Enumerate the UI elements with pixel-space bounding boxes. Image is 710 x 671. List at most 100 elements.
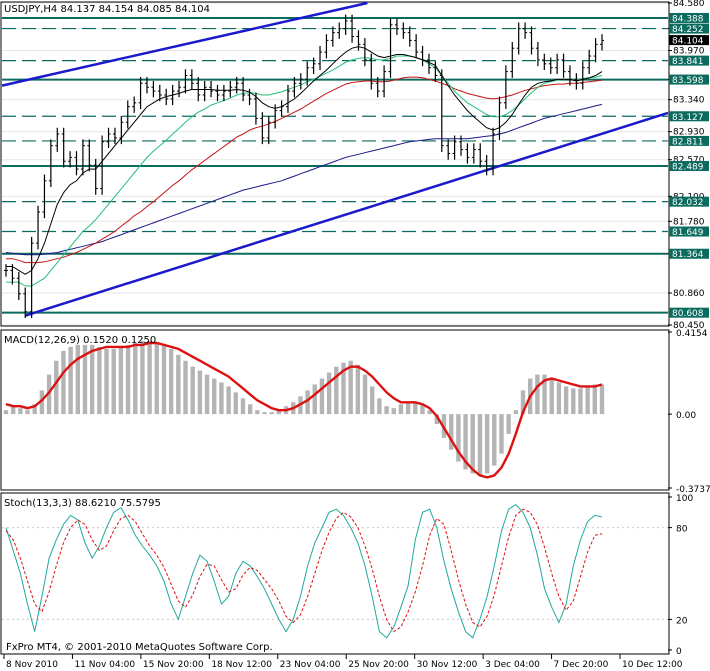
level-label: 81.649 [672, 228, 704, 238]
macd-bar [247, 404, 253, 415]
time-tick-label: 15 Nov 20:00 [143, 660, 204, 670]
price-tick-label: 81.780 [673, 217, 705, 227]
macd-bar [219, 382, 224, 415]
macd-bar [405, 402, 411, 415]
macd-bar [240, 398, 246, 415]
stoch-tick-label: 0 [676, 647, 682, 657]
macd-bar [54, 360, 59, 415]
price-tick-label: 82.570 [673, 156, 705, 166]
macd-bar [312, 384, 317, 415]
macd-bar [571, 388, 576, 415]
ma-red-line [6, 76, 603, 264]
moving-averages [5, 46, 603, 287]
macd-signal-line [5, 341, 603, 479]
price-tick-label: 82.930 [673, 128, 705, 138]
macd-bar [592, 384, 598, 415]
macd-tick-label: 0.4154 [676, 329, 708, 339]
level-label: 83.841 [672, 57, 704, 67]
macd-bar [449, 414, 454, 450]
price-tick-label: 80.450 [673, 321, 705, 331]
macd-bar [535, 374, 540, 415]
channel-upper-line [1, 1, 368, 87]
macd-y-axis: 0.4154 0.00 -0.3737 [668, 329, 710, 495]
level-label-bg [669, 161, 709, 172]
macd-bar [226, 386, 231, 415]
level-label-bg [669, 226, 709, 237]
price-y-axis: 84.580 84.252 83.970 83.598 83.340 82.930 82.5… [668, 0, 709, 331]
macd-bar [326, 372, 332, 415]
level-label: 84.388 [672, 14, 704, 24]
level-label: 82.489 [672, 163, 704, 173]
macd-bar [355, 364, 361, 415]
macd-bar [269, 412, 274, 415]
macd-bar [104, 348, 109, 415]
level-label-bg [669, 12, 709, 23]
macd-bar [168, 348, 174, 415]
macd-bar [463, 414, 468, 470]
macd-bar [233, 392, 238, 415]
price-tick-label: 83.340 [673, 96, 705, 106]
ma-fast-line [6, 46, 603, 275]
macd-bar [183, 360, 188, 415]
macd-bar [154, 342, 159, 415]
macd-bar [276, 410, 282, 415]
time-axis: 8 Nov 2010 11 Nov 04:00 15 Nov 20:00 18 Nov… [3, 654, 683, 670]
macd-bar [578, 388, 583, 415]
macd-bar [492, 414, 497, 466]
macd-bar [362, 374, 368, 415]
stoch-signal-line [5, 508, 603, 633]
ma-navy-line [5, 103, 603, 256]
macd-bar [111, 348, 116, 415]
macd-bar [147, 340, 152, 415]
stoch-tick-label: 100 [676, 494, 693, 504]
macd-bar [190, 366, 195, 415]
macd-bar [3, 410, 9, 415]
macd-bar [520, 390, 526, 415]
macd-bar [197, 370, 203, 415]
macd-bar [18, 408, 23, 415]
macd-bar [125, 344, 131, 415]
macd-tick-label: 0.00 [676, 411, 696, 421]
macd-bar [413, 402, 418, 415]
macd-bar [549, 378, 554, 415]
macd-bar [456, 414, 461, 462]
macd-bar [563, 386, 569, 415]
level-label: 83.598 [672, 76, 704, 86]
time-tick-label: 8 Nov 2010 [6, 660, 58, 670]
macd-tick-label: -0.3737 [676, 485, 710, 495]
macd-bar [513, 410, 519, 415]
trend-channel [1, 1, 669, 317]
last-price-bg [669, 35, 709, 46]
macd-bar [420, 404, 425, 415]
level-label: 84.252 [672, 25, 704, 35]
macd-bar [370, 386, 375, 415]
chart-title: USDJPY,H4 84.137 84.154 84.085 84.104 [4, 4, 210, 15]
copyright-text: FxPro MT4, © 2001-2010 MetaQuotes Softwa… [6, 642, 273, 653]
macd-bar [10, 406, 16, 415]
macd-bar [305, 390, 310, 415]
stoch-title: Stoch(13,3,3) 88.6210 75.5795 [4, 498, 161, 509]
time-tick-label: 11 Nov 04:00 [74, 660, 135, 670]
macd-bar [133, 342, 138, 415]
level-label-bg [669, 55, 709, 66]
macd-bar [140, 340, 145, 415]
macd-bar [97, 346, 102, 415]
macd-bar [39, 390, 45, 415]
macd-bar [25, 410, 30, 415]
stoch-tick-label: 20 [676, 616, 688, 626]
level-label-bg [669, 23, 709, 34]
level-label: 80.608 [672, 309, 704, 319]
macd-bar [212, 378, 217, 415]
time-tick-label: 30 Nov 12:00 [417, 660, 478, 670]
channel-lower-line [24, 111, 669, 317]
macd-bar [499, 414, 504, 454]
level-label: 83.127 [672, 113, 704, 123]
macd-bar [176, 354, 181, 415]
macd-bar [391, 408, 396, 415]
time-tick-label: 23 Nov 04:00 [280, 660, 341, 670]
level-label: 82.811 [672, 137, 704, 147]
macd-bar [341, 362, 346, 415]
macd-bar [32, 404, 37, 415]
macd-histogram [3, 340, 605, 476]
